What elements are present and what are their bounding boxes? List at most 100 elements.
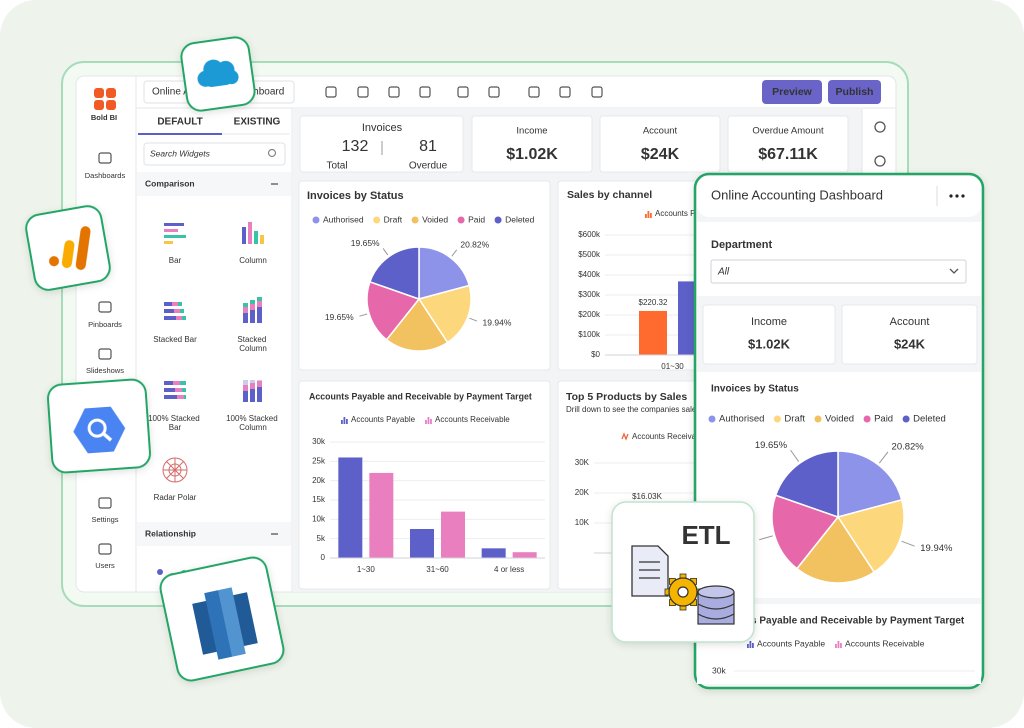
y-tick-label: $600k (578, 230, 601, 239)
salesforce-cloud (205, 72, 232, 88)
legend-marker (747, 644, 749, 648)
search-box[interactable] (143, 142, 286, 166)
nav-label: Settings (91, 515, 118, 524)
data-label: $220.32 (639, 298, 668, 307)
widget-icon (164, 381, 186, 399)
icon-part (254, 231, 258, 244)
widget-icon (164, 302, 186, 320)
legend-marker (752, 643, 754, 648)
legend-marker (773, 415, 781, 423)
toolbar-icon[interactable] (591, 86, 603, 98)
legend-label: Deleted (913, 414, 946, 425)
kpi-value: $1.02K (506, 146, 558, 163)
nav-item[interactable]: Pinboards (88, 301, 122, 329)
bigquery-lens (87, 418, 107, 438)
toolbar-glyph (528, 86, 540, 98)
x-tick-label: 01~30 (661, 362, 684, 371)
toolbar-icon[interactable] (559, 86, 571, 98)
icon-part (176, 316, 182, 320)
icon-part (164, 309, 174, 313)
toolbar-icon[interactable] (388, 86, 400, 98)
kpi-value: 132 (342, 138, 369, 155)
legend-marker (346, 419, 348, 424)
icon-part (257, 301, 262, 307)
nav-item[interactable]: Dashboards (85, 152, 126, 180)
widget-label[interactable]: Column (239, 256, 267, 265)
bar (410, 529, 434, 558)
logo-block (106, 88, 116, 98)
y-tick-label: 10K (575, 518, 590, 527)
menu-dot (955, 194, 959, 198)
data-label: $16.03K (632, 492, 662, 501)
icon-part (243, 307, 248, 313)
widget-title: Accounts Payable and Receivable by Payme… (309, 391, 532, 401)
icon-part (164, 235, 186, 238)
tab-existing[interactable]: EXISTING (234, 117, 281, 128)
y-tick-label: 25k (312, 456, 326, 465)
toolbar-icon[interactable] (357, 86, 369, 98)
action-button[interactable]: Preview (762, 80, 822, 104)
icon-part (164, 388, 175, 392)
widget-label[interactable]: Stacked Bar (153, 335, 197, 344)
legend-marker (840, 643, 842, 648)
toolbar-icon[interactable] (528, 86, 540, 98)
leader-line (382, 248, 389, 256)
toolbar-icon[interactable] (457, 86, 469, 98)
toolbar-icon[interactable] (488, 86, 500, 98)
filter-label: Department (711, 239, 772, 251)
legend-marker (650, 213, 652, 218)
relationship-icon (157, 569, 163, 575)
leader-line (878, 451, 889, 464)
legend-label: Accounts Receivable (435, 415, 510, 424)
redshift-block (204, 590, 233, 660)
icon-part (250, 300, 255, 304)
nav-item[interactable]: Settings (91, 497, 119, 524)
mobile-header (697, 176, 981, 217)
bar (338, 457, 363, 558)
integration-badge (159, 556, 285, 682)
redshift-block (217, 587, 246, 657)
kpi-value: $67.11K (758, 146, 818, 163)
dropdown[interactable] (710, 259, 967, 284)
icon-part (164, 229, 178, 232)
tab-default[interactable]: DEFAULT (157, 117, 202, 128)
legend-marker (494, 216, 502, 224)
icon-part (180, 381, 186, 385)
search-placeholder: Search Widgets (150, 148, 211, 158)
toolbar-icon[interactable] (325, 86, 337, 98)
leader-line (469, 317, 478, 322)
nav-item[interactable]: Slideshows (86, 348, 124, 375)
database-band (697, 603, 735, 620)
rail-icon[interactable] (874, 155, 886, 167)
rail-icon[interactable] (874, 121, 886, 133)
legend-marker (373, 216, 381, 224)
y-tick-label: 5k (317, 534, 326, 543)
nav-icon (98, 348, 112, 360)
brand: Bold BI (91, 113, 117, 122)
toolbar-icon[interactable] (419, 86, 431, 98)
legend-marker (835, 644, 837, 648)
nav-icon (98, 543, 112, 555)
mobile-kpi-card (841, 304, 978, 365)
nav-item[interactable]: Users (95, 543, 115, 570)
action-button[interactable]: Publish (828, 80, 881, 104)
ga-dot (49, 256, 60, 267)
icon-part (250, 304, 255, 310)
widget-label[interactable]: Radar Polar (154, 493, 197, 502)
legend-marker (902, 415, 910, 423)
y-tick-label: $300k (578, 290, 601, 299)
icon-part (243, 385, 248, 391)
ga-bar (61, 240, 75, 268)
icon-part (250, 383, 255, 389)
data-label: 19.65% (755, 440, 788, 451)
data-label: 19.94% (920, 543, 953, 554)
widget-icon (162, 457, 188, 483)
widget-label[interactable]: 100% Stacked Bar (148, 414, 202, 432)
y-tick-label: 0 (321, 553, 326, 562)
icon-part (243, 303, 248, 307)
widget-label[interactable]: Stacked Column (237, 335, 268, 353)
widget-label[interactable]: Bar (169, 256, 182, 265)
pie-slice (385, 297, 449, 352)
widget-label[interactable]: 100% Stacked Column (226, 414, 280, 432)
kpi-caption: Total (326, 161, 347, 172)
